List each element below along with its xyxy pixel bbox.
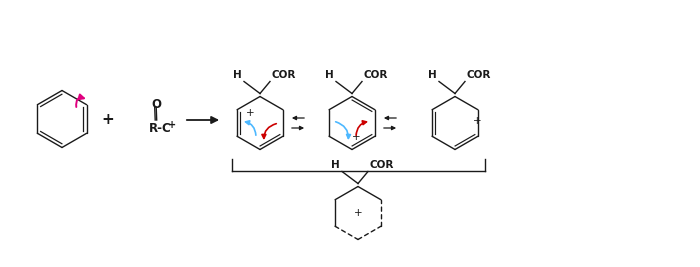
Text: +: + bbox=[246, 108, 254, 118]
Text: H: H bbox=[233, 70, 242, 80]
Text: H: H bbox=[428, 70, 437, 80]
Text: COR: COR bbox=[467, 70, 491, 80]
Text: +: + bbox=[354, 208, 363, 218]
Text: H: H bbox=[331, 160, 340, 171]
Text: COR: COR bbox=[370, 160, 394, 171]
Text: +: + bbox=[473, 116, 482, 126]
Text: +: + bbox=[102, 112, 114, 128]
Text: COR: COR bbox=[272, 70, 296, 80]
Text: O: O bbox=[151, 99, 162, 112]
Text: R-C: R-C bbox=[149, 123, 172, 135]
Text: H: H bbox=[326, 70, 334, 80]
Text: COR: COR bbox=[364, 70, 388, 80]
Text: +: + bbox=[351, 132, 360, 142]
Text: +: + bbox=[168, 120, 176, 130]
